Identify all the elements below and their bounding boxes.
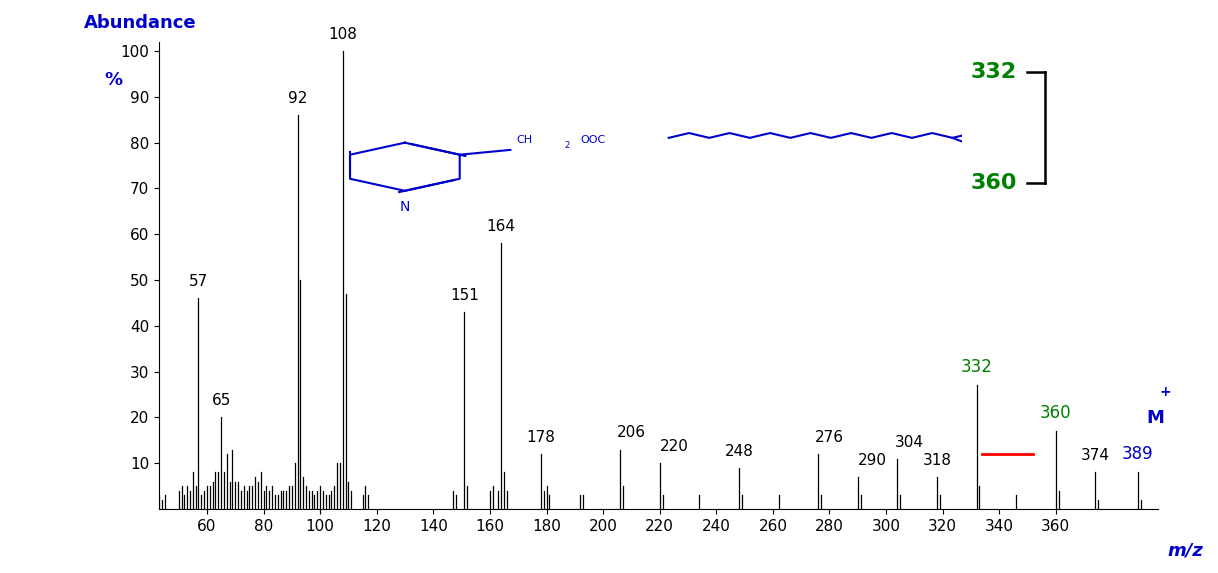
Text: 318: 318 xyxy=(922,453,951,468)
Text: OOC: OOC xyxy=(580,135,605,145)
Text: 248: 248 xyxy=(725,444,754,459)
Text: M: M xyxy=(1146,409,1164,427)
Text: +: + xyxy=(1160,385,1170,399)
Text: 332: 332 xyxy=(971,62,1017,81)
Text: Abundance: Abundance xyxy=(84,14,196,33)
Text: 332: 332 xyxy=(961,358,993,376)
Text: 151: 151 xyxy=(449,288,479,303)
Text: 92: 92 xyxy=(287,91,307,106)
Text: 276: 276 xyxy=(815,430,844,445)
Text: 2: 2 xyxy=(564,141,570,150)
Text: 220: 220 xyxy=(660,439,688,454)
Text: 360: 360 xyxy=(1040,404,1072,422)
Text: m/z: m/z xyxy=(1168,542,1203,560)
Text: 290: 290 xyxy=(857,453,887,468)
Text: CH: CH xyxy=(516,135,532,145)
Text: 164: 164 xyxy=(487,219,515,234)
Text: 374: 374 xyxy=(1080,448,1110,464)
Text: 178: 178 xyxy=(526,430,555,445)
Text: 360: 360 xyxy=(971,174,1017,193)
Text: 304: 304 xyxy=(894,434,923,450)
Text: 389: 389 xyxy=(1122,445,1153,464)
Text: 65: 65 xyxy=(212,393,231,409)
Text: %: % xyxy=(104,70,122,89)
Text: 108: 108 xyxy=(329,27,357,42)
Text: 57: 57 xyxy=(189,274,208,289)
Text: N: N xyxy=(400,201,410,214)
Text: 206: 206 xyxy=(618,425,647,441)
